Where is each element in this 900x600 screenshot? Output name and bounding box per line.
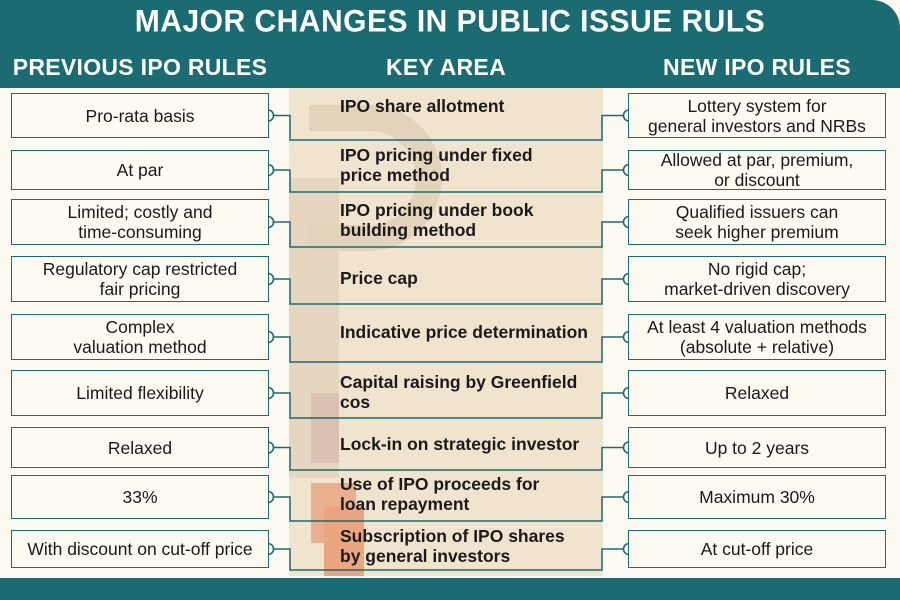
connector-line bbox=[273, 114, 624, 141]
connector-line bbox=[273, 496, 624, 522]
key-area-label: Capital raising by Greenfield cos bbox=[340, 372, 578, 412]
header-previous-rules: PREVIOUS IPO RULES bbox=[12, 54, 268, 80]
previous-rule-box: With discount on cut-off price bbox=[11, 530, 269, 568]
currency-watermark-icon bbox=[289, 105, 442, 576]
connector-line bbox=[273, 446, 624, 471]
title-band bbox=[0, 0, 900, 88]
header-new-rules: NEW IPO RULES bbox=[663, 54, 851, 80]
previous-rule-box: Complex valuation method bbox=[11, 314, 269, 360]
key-area-label: Lock-in on strategic investor bbox=[340, 434, 580, 454]
key-area-label: Indicative price determination bbox=[340, 322, 588, 342]
bottom-band bbox=[0, 578, 900, 600]
previous-rule-box: At par bbox=[11, 150, 269, 190]
key-area-label: IPO share allotment bbox=[340, 96, 505, 116]
previous-rule-box: Relaxed bbox=[11, 427, 269, 468]
connector-line bbox=[273, 548, 624, 571]
previous-rule-box: Pro-rata basis bbox=[11, 93, 269, 138]
key-area-label: Use of IPO proceeds for loan repayment bbox=[340, 474, 540, 514]
connector-line bbox=[273, 221, 624, 248]
new-rule-box: No rigid cap; market-driven discovery bbox=[628, 256, 886, 302]
previous-rule-box: Regulatory cap restricted fair pricing bbox=[11, 256, 269, 302]
new-rule-box: At cut-off price bbox=[628, 530, 886, 568]
main-title: MAJOR CHANGES IN PUBLIC ISSUE RULS bbox=[134, 4, 766, 39]
key-area-panel bbox=[289, 88, 603, 576]
key-area-label: Price cap bbox=[340, 268, 418, 288]
new-rule-box: Up to 2 years bbox=[628, 427, 886, 468]
connector-line bbox=[273, 336, 624, 363]
key-area-label: IPO pricing under book building method bbox=[340, 200, 534, 240]
header-key-area: KEY AREA bbox=[386, 54, 506, 80]
key-area-label: Subscription of IPO shares by general in… bbox=[340, 526, 565, 566]
new-rule-box: At least 4 valuation methods (absolute +… bbox=[628, 314, 886, 360]
new-rule-box: Lottery system for general investors and… bbox=[628, 93, 886, 138]
connector-line bbox=[273, 392, 624, 419]
key-area-label: IPO pricing under fixed price method bbox=[340, 145, 533, 185]
previous-rule-box: 33% bbox=[11, 475, 269, 519]
previous-rule-box: Limited flexibility bbox=[11, 370, 269, 416]
connector-line bbox=[273, 278, 624, 305]
new-rule-box: Maximum 30% bbox=[628, 475, 886, 519]
previous-rule-box: Limited; costly and time-consuming bbox=[11, 199, 269, 245]
new-rule-box: Qualified issuers can seek higher premiu… bbox=[628, 199, 886, 245]
new-rule-box: Relaxed bbox=[628, 370, 886, 416]
new-rule-box: Allowed at par, premium, or discount bbox=[628, 150, 886, 190]
connector-line bbox=[273, 169, 624, 193]
